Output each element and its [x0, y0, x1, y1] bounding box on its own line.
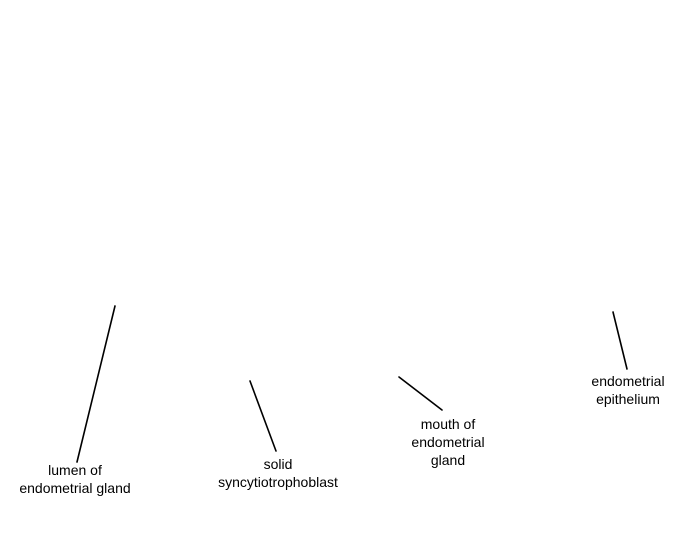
label-mouth-of-endometrial-gland: mouth of endometrial gland — [388, 415, 508, 469]
leader-line-mouth — [398, 376, 443, 411]
label-endometrial-epithelium: endometrial epithelium — [568, 372, 688, 408]
label-line: mouth of — [420, 416, 476, 432]
label-line: epithelium — [596, 391, 660, 407]
leader-line-lumen — [76, 305, 116, 463]
label-lumen-of-endometrial-gland: lumen of endometrial gland — [0, 461, 150, 497]
label-line: solid — [263, 456, 293, 472]
label-line: endometrial gland — [19, 480, 131, 496]
leader-line-epithelium — [612, 311, 628, 370]
leader-line-solid — [249, 380, 277, 452]
label-line: lumen of — [48, 462, 102, 478]
label-solid-syncytiotrophoblast: solid syncytiotrophoblast — [198, 455, 358, 491]
label-line: endometrial — [411, 434, 485, 450]
label-line: gland — [430, 452, 466, 468]
label-line: endometrial — [591, 373, 665, 389]
label-line: syncytiotrophoblast — [218, 474, 338, 490]
